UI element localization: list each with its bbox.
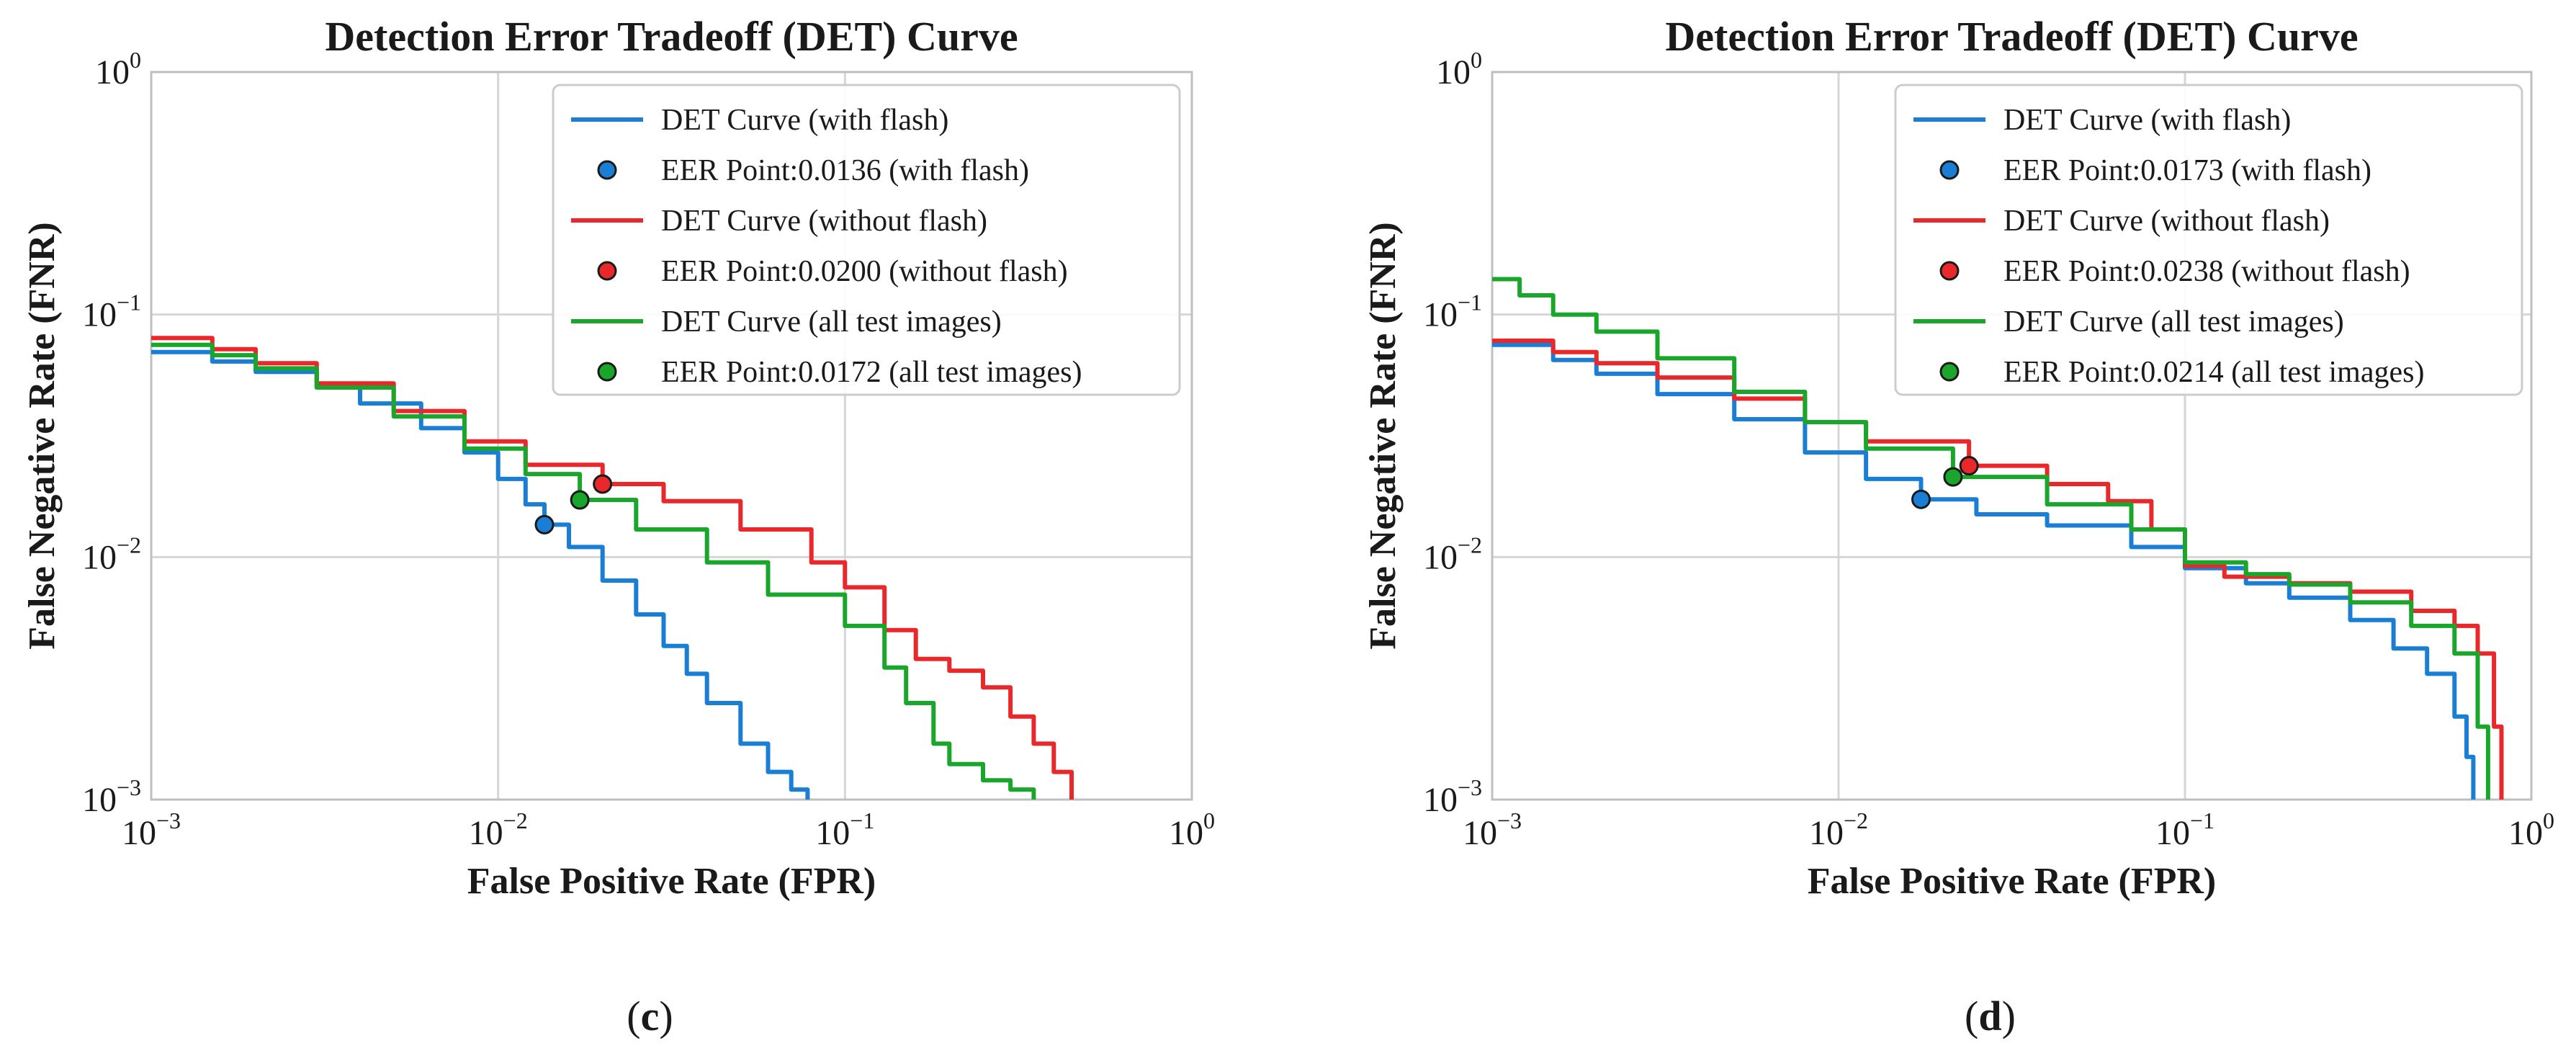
x-tick-label: 10−1 xyxy=(2155,807,2214,852)
x-axis-label: False Positive Rate (FPR) xyxy=(1808,861,2216,902)
y-tick-label: 10−3 xyxy=(1423,774,1482,819)
chart-panel-d: 10−3 10−2 10−1 100 10−3 10−2 10−1 100 Detection … xyxy=(1363,13,2554,1039)
legend: DET Curve (with flash) EER Point:0.0136 (… xyxy=(552,84,1181,396)
chart-title: Detection Error Tradeoff (DET) Curve xyxy=(1665,13,2358,60)
legend-entry-label: EER Point:0.0200 (without flash) xyxy=(661,255,1068,288)
legend-entry-label: EER Point:0.0173 (with flash) xyxy=(2003,154,2371,187)
eer-point-3 xyxy=(570,490,590,510)
y-axis-label: False Negative Rate (FNR) xyxy=(22,222,63,649)
series-line-2 xyxy=(1492,339,2504,800)
plot-frame xyxy=(1491,71,2533,801)
x-axis-label: False Positive Rate (FPR) xyxy=(467,861,876,902)
y-tick-label: 100 xyxy=(95,47,141,91)
panel-label: (c) xyxy=(627,993,673,1039)
legend-marker-swatch xyxy=(1939,160,1960,180)
legend-entry-label: EER Point:0.0238 (without flash) xyxy=(2003,255,2410,288)
legend-marker-swatch xyxy=(1939,261,1960,281)
legend-entry-label: EER Point:0.0136 (with flash) xyxy=(661,154,1029,187)
legend: DET Curve (with flash) EER Point:0.0173 (… xyxy=(1894,84,2523,396)
series-line-3 xyxy=(151,342,1036,800)
legend-marker-swatch xyxy=(597,160,617,180)
x-tick-label: 10−1 xyxy=(815,807,874,852)
series-line-2 xyxy=(151,336,1074,800)
legend-entry-label: DET Curve (with flash) xyxy=(2003,104,2291,137)
y-tick-label: 10−1 xyxy=(1423,290,1482,334)
series-line-1 xyxy=(151,349,810,800)
legend-entry-label: EER Point:0.0172 (all test images) xyxy=(661,356,1082,389)
legend-marker-swatch xyxy=(1939,362,1960,382)
eer-point-2 xyxy=(593,474,613,494)
legend-marker-swatch xyxy=(597,261,617,281)
y-tick-label: 10−2 xyxy=(82,532,141,576)
legend-box xyxy=(1894,84,2523,396)
x-tick-label: 10−3 xyxy=(1463,807,1522,852)
legend-entry-label: DET Curve (without flash) xyxy=(2003,205,2330,238)
legend-box xyxy=(552,84,1181,396)
legend-marker-swatch xyxy=(597,362,617,382)
eer-point-3 xyxy=(1943,467,1963,487)
y-tick-label: 10−3 xyxy=(82,774,141,819)
x-tick-label: 100 xyxy=(2508,807,2554,852)
x-tick-label: 10−3 xyxy=(122,807,181,852)
legend-entry-label: DET Curve (all test images) xyxy=(661,305,1002,339)
chart-title: Detection Error Tradeoff (DET) Curve xyxy=(325,13,1018,60)
panel-label: (d) xyxy=(1965,993,2016,1039)
x-tick-label: 10−2 xyxy=(1809,807,1868,852)
plot-frame xyxy=(150,71,1193,801)
y-tick-label: 10−2 xyxy=(1423,532,1482,576)
y-tick-label: 10−1 xyxy=(82,290,141,334)
eer-point-2 xyxy=(1959,456,1979,476)
x-tick-label: 100 xyxy=(1169,807,1215,852)
legend-entry-label: DET Curve (all test images) xyxy=(2003,305,2344,339)
y-axis-label: False Negative Rate (FNR) xyxy=(1363,222,1404,649)
legend-entry-label: EER Point:0.0214 (all test images) xyxy=(2003,356,2424,389)
legend-entry-label: DET Curve (with flash) xyxy=(661,104,948,137)
legend-entry-label: DET Curve (without flash) xyxy=(661,205,987,238)
series-line-1 xyxy=(1492,342,2476,800)
eer-point-1 xyxy=(1911,489,1931,509)
y-tick-label: 100 xyxy=(1436,47,1482,91)
chart-panel-c: 10−3 10−2 10−1 100 10−3 10−2 10−1 100 Detection … xyxy=(22,13,1215,1039)
x-tick-label: 10−2 xyxy=(469,807,528,852)
eer-point-1 xyxy=(534,514,555,534)
series-line-3 xyxy=(1492,277,2490,800)
